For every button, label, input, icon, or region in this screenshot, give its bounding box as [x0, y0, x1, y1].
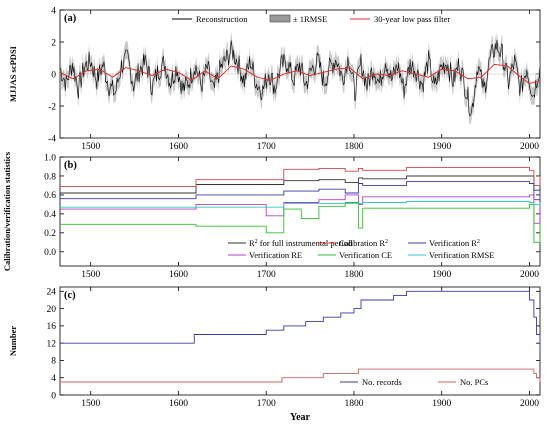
panel-a: 1500 1600 1700 1800 1900 2000 -4 -2 0 2 4 (a) MJJAS …	[8, 6, 541, 152]
series-line	[60, 175, 541, 194]
legend-label: No. PCs	[460, 377, 488, 387]
legend-label: Reconstruction	[196, 14, 248, 24]
x-tick-label: 1800	[344, 270, 363, 280]
y-tick-label: -2	[48, 102, 56, 112]
y-tick-label: 12	[47, 339, 57, 349]
legend-label: ± 1RMSE	[293, 14, 327, 24]
panel-label: (c)	[64, 290, 76, 301]
legend-label: R2 for full instrumental period	[249, 238, 353, 248]
x-tick-label: 2000	[520, 270, 539, 280]
legend: R2 for full instrumental periodCalibrati…	[228, 238, 494, 260]
legend: No. records No. PCs	[340, 377, 488, 387]
legend-label: Verification RE	[249, 250, 302, 260]
y-tick-label: 16	[47, 322, 57, 332]
y-tick-label: 20	[47, 305, 57, 315]
x-tick-label: 1800	[344, 399, 363, 409]
legend-label: Verification RMSE	[429, 250, 494, 260]
x-tick-label: 1500	[81, 270, 100, 280]
legend-label: Verification R2	[429, 238, 480, 248]
y-tick-label: 0.2	[44, 229, 56, 239]
legend-label: No. records	[362, 377, 402, 387]
series-line	[60, 201, 541, 208]
x-tick-label: 1500	[81, 399, 100, 409]
x-tick-label: 2000	[520, 399, 539, 409]
y-tick-label: 0	[51, 70, 56, 80]
y-tick-label: 4	[51, 6, 56, 16]
legend: Reconstruction ± 1RMSE 30-year low pass fi…	[172, 14, 450, 24]
series-line	[60, 202, 541, 243]
y-axis-label: Calibration/verification statistics	[2, 151, 12, 271]
panel-b: 1500 1600 1700 1800 1900 2000 0.0 0.2 0.4 0.6 0.8 1…	[2, 151, 541, 280]
x-tick-label: 1600	[169, 270, 188, 280]
x-axis-label: Year	[290, 412, 311, 423]
series-line	[60, 194, 541, 224]
x-tick-label: 1600	[169, 142, 188, 152]
legend-label: 30-year low pass filter	[374, 14, 450, 24]
x-tick-label: 1500	[81, 142, 100, 152]
y-tick-label: 0	[51, 391, 56, 401]
y-tick-label: 2	[51, 38, 56, 48]
y-tick-label: 0.6	[44, 191, 56, 201]
y-tick-label: 0.0	[44, 248, 56, 258]
x-tick-label: 1600	[169, 399, 188, 409]
y-tick-label: 0.4	[44, 210, 56, 220]
x-tick-label: 1700	[257, 142, 276, 152]
y-tick-label: -4	[48, 134, 56, 144]
series-lowpass	[59, 63, 541, 85]
y-axis-label: Number	[8, 326, 18, 356]
x-tick-label: 1800	[344, 142, 363, 152]
panel-label: (a)	[64, 13, 77, 24]
y-tick-label: 24	[47, 288, 57, 298]
y-axis-label: MJJAS scPDSI	[8, 45, 18, 102]
panel-label: (b)	[64, 160, 77, 171]
y-tick-label: 0.8	[44, 172, 56, 182]
rmse-band	[60, 31, 540, 125]
legend-label: Verification CE	[339, 250, 392, 260]
series-line	[60, 290, 541, 352]
y-tick-label: 1.0	[44, 153, 56, 163]
legend-label: Calibration R2	[339, 238, 388, 248]
x-tick-label: 1700	[257, 270, 276, 280]
y-tick-label: 8	[51, 357, 56, 367]
series-line	[60, 368, 541, 383]
x-tick-label: 1900	[432, 142, 451, 152]
series-line	[60, 166, 541, 187]
panel-c: 1500 1600 1700 1800 1900 2000 0 4 8 12 16 20 24 (c) Nu…	[8, 286, 541, 423]
series-line	[60, 181, 541, 201]
y-tick-label: 4	[51, 374, 56, 384]
x-tick-label: 1900	[432, 399, 451, 409]
x-tick-label: 2000	[520, 142, 539, 152]
legend-swatch	[269, 14, 291, 23]
x-tick-label: 1900	[432, 270, 451, 280]
x-tick-label: 1700	[257, 399, 276, 409]
